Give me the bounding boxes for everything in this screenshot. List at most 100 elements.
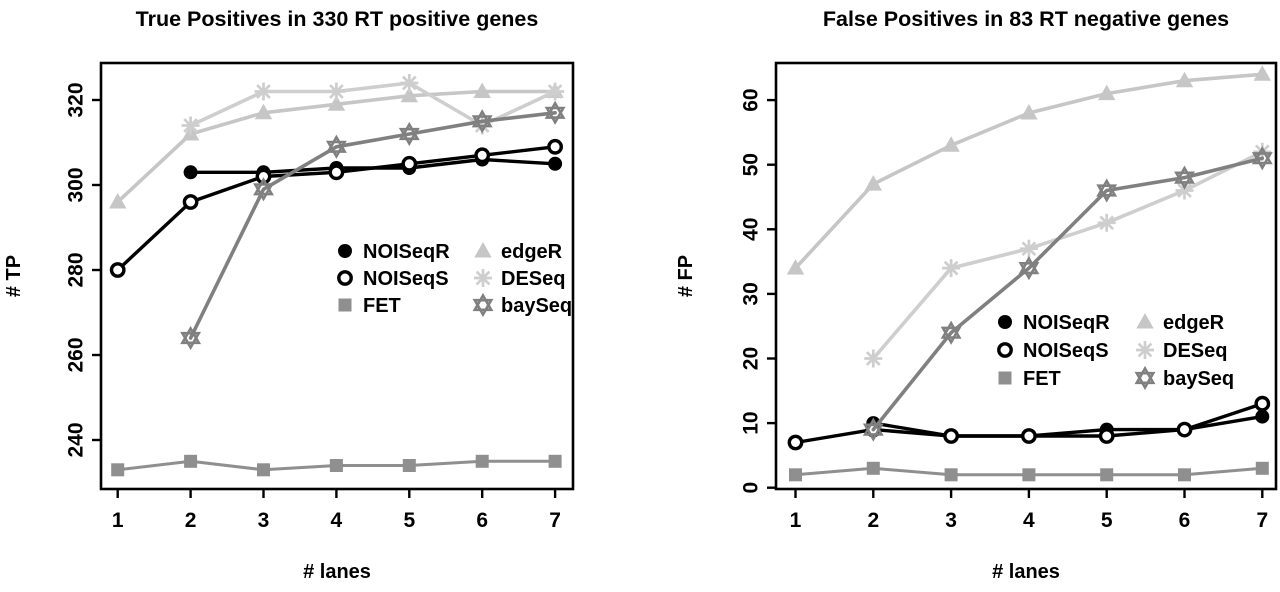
hexagram-marker bbox=[398, 121, 420, 147]
triangle-marker bbox=[1136, 313, 1154, 329]
triangle-marker bbox=[473, 82, 491, 98]
x-tick-label: 2 bbox=[867, 509, 879, 532]
plot-title: False Positives in 83 RT negative genes bbox=[823, 7, 1229, 31]
filled-circle-marker bbox=[998, 315, 1012, 329]
series-DESeq bbox=[181, 74, 565, 135]
legend-label-DESeq: DESeq bbox=[1163, 340, 1227, 362]
y-tick-label: 10 bbox=[739, 411, 762, 434]
series-edgeR bbox=[786, 65, 1271, 275]
x-tick-label: 5 bbox=[403, 509, 415, 532]
asterisk-marker bbox=[400, 74, 419, 92]
square-marker bbox=[998, 371, 1012, 385]
triangle-marker bbox=[1020, 104, 1038, 120]
asterisk-marker bbox=[254, 82, 273, 101]
y-axis-label: # TP bbox=[3, 255, 25, 297]
x-tick-label: 3 bbox=[945, 509, 957, 532]
triangle-marker bbox=[786, 259, 805, 275]
square-marker bbox=[329, 459, 343, 472]
fp-plot: 1 2 3 4 5 6 7 0 10 20 30 40 50 60 False Positives in 8… bbox=[675, 7, 1278, 583]
triangle-marker bbox=[1098, 84, 1116, 101]
series-baySeq bbox=[862, 146, 1273, 442]
hexagram-marker bbox=[1251, 146, 1273, 171]
fp-legend: NOISeqR edgeR NOISeqS DESeq FET baySeq bbox=[997, 312, 1234, 391]
x-tick-label: 1 bbox=[112, 509, 124, 532]
open-circle-marker bbox=[943, 428, 959, 444]
x-tick-label: 1 bbox=[790, 509, 802, 532]
asterisk-marker bbox=[864, 349, 883, 368]
y-axis-label: # FP bbox=[675, 255, 697, 297]
legend-label-NOISeqR: NOISeqR bbox=[1023, 312, 1110, 334]
y-tick-label: 240 bbox=[64, 422, 87, 457]
x-tick-label: 6 bbox=[1179, 509, 1191, 532]
x-tick-label: 5 bbox=[1101, 509, 1113, 532]
x-axis-label: # lanes bbox=[992, 561, 1060, 583]
fp-plot-box bbox=[774, 61, 1278, 491]
asterisk-marker bbox=[181, 116, 200, 135]
series-NOISeqS bbox=[787, 395, 1271, 451]
y-tick-label: 60 bbox=[739, 88, 762, 111]
legend-label-edgeR: edgeR bbox=[501, 241, 563, 263]
x-tick-label: 4 bbox=[331, 509, 343, 532]
asterisk-marker bbox=[1175, 181, 1194, 200]
square-marker bbox=[402, 459, 416, 472]
open-circle-marker bbox=[401, 155, 418, 172]
series-DESeq-line bbox=[871, 150, 1265, 361]
open-circle-marker bbox=[337, 270, 353, 286]
square-marker bbox=[789, 468, 802, 482]
hexagram-marker bbox=[472, 292, 494, 318]
open-circle-marker bbox=[787, 434, 804, 451]
hexagram-marker bbox=[1096, 178, 1118, 203]
asterisk-marker bbox=[327, 82, 346, 101]
y-tick-label: 320 bbox=[64, 82, 87, 117]
filled-circle-marker bbox=[548, 156, 563, 171]
tp-plot: 1 2 3 4 5 6 7 240 260 280 300 320 True Positives in … bbox=[3, 7, 575, 583]
open-circle-marker bbox=[1098, 428, 1115, 444]
square-marker bbox=[257, 463, 270, 477]
x-tick-label: 4 bbox=[1023, 509, 1035, 532]
triangle-marker bbox=[400, 86, 418, 103]
asterisk-marker bbox=[942, 259, 961, 278]
hexagram-marker bbox=[1174, 165, 1195, 190]
series-FET bbox=[789, 461, 1269, 482]
legend-label-FET: FET bbox=[1023, 368, 1061, 390]
triangle-marker bbox=[864, 175, 882, 191]
series-NOISeqS bbox=[109, 138, 563, 278]
y-tick-label: 50 bbox=[739, 153, 762, 176]
y-tick-label: 300 bbox=[64, 167, 87, 202]
hexagram-marker bbox=[325, 134, 347, 159]
hexagram-marker bbox=[1134, 365, 1156, 391]
x-tick-label: 7 bbox=[1256, 509, 1268, 532]
triangle-marker bbox=[474, 242, 492, 258]
square-marker bbox=[866, 461, 880, 475]
open-circle-marker bbox=[182, 194, 199, 210]
tp-legend: NOISeqR edgeR NOISeqS DESeq FET baySeq bbox=[337, 241, 572, 318]
series-baySeq bbox=[180, 100, 566, 351]
square-marker bbox=[944, 468, 958, 482]
open-circle-marker bbox=[1021, 428, 1037, 444]
series-edgeR-line bbox=[793, 72, 1265, 270]
square-marker bbox=[111, 463, 125, 477]
series-NOISeqR bbox=[866, 409, 1270, 443]
hexagram-marker bbox=[544, 100, 566, 125]
triangle-marker bbox=[1253, 65, 1271, 81]
filled-circle-marker bbox=[1255, 409, 1270, 424]
x-tick-label: 2 bbox=[185, 509, 197, 532]
hexagram-marker bbox=[1018, 255, 1040, 281]
hexagram-marker bbox=[940, 320, 962, 345]
filled-circle-marker bbox=[338, 244, 352, 258]
x-tick-label: 7 bbox=[549, 509, 561, 532]
square-marker bbox=[475, 454, 489, 468]
filled-circle-marker bbox=[183, 165, 198, 180]
square-marker bbox=[1022, 468, 1036, 482]
legend-label-NOISeqS: NOISeqS bbox=[1023, 340, 1109, 362]
x-tick-label: 3 bbox=[258, 509, 270, 532]
x-tick-label: 6 bbox=[476, 509, 488, 532]
hexagram-marker bbox=[253, 177, 274, 202]
square-marker bbox=[338, 298, 352, 312]
y-tick-label: 260 bbox=[64, 337, 87, 372]
asterisk-marker bbox=[1097, 213, 1116, 232]
open-circle-marker bbox=[109, 262, 126, 278]
series-NOISeqR-line bbox=[188, 157, 557, 174]
